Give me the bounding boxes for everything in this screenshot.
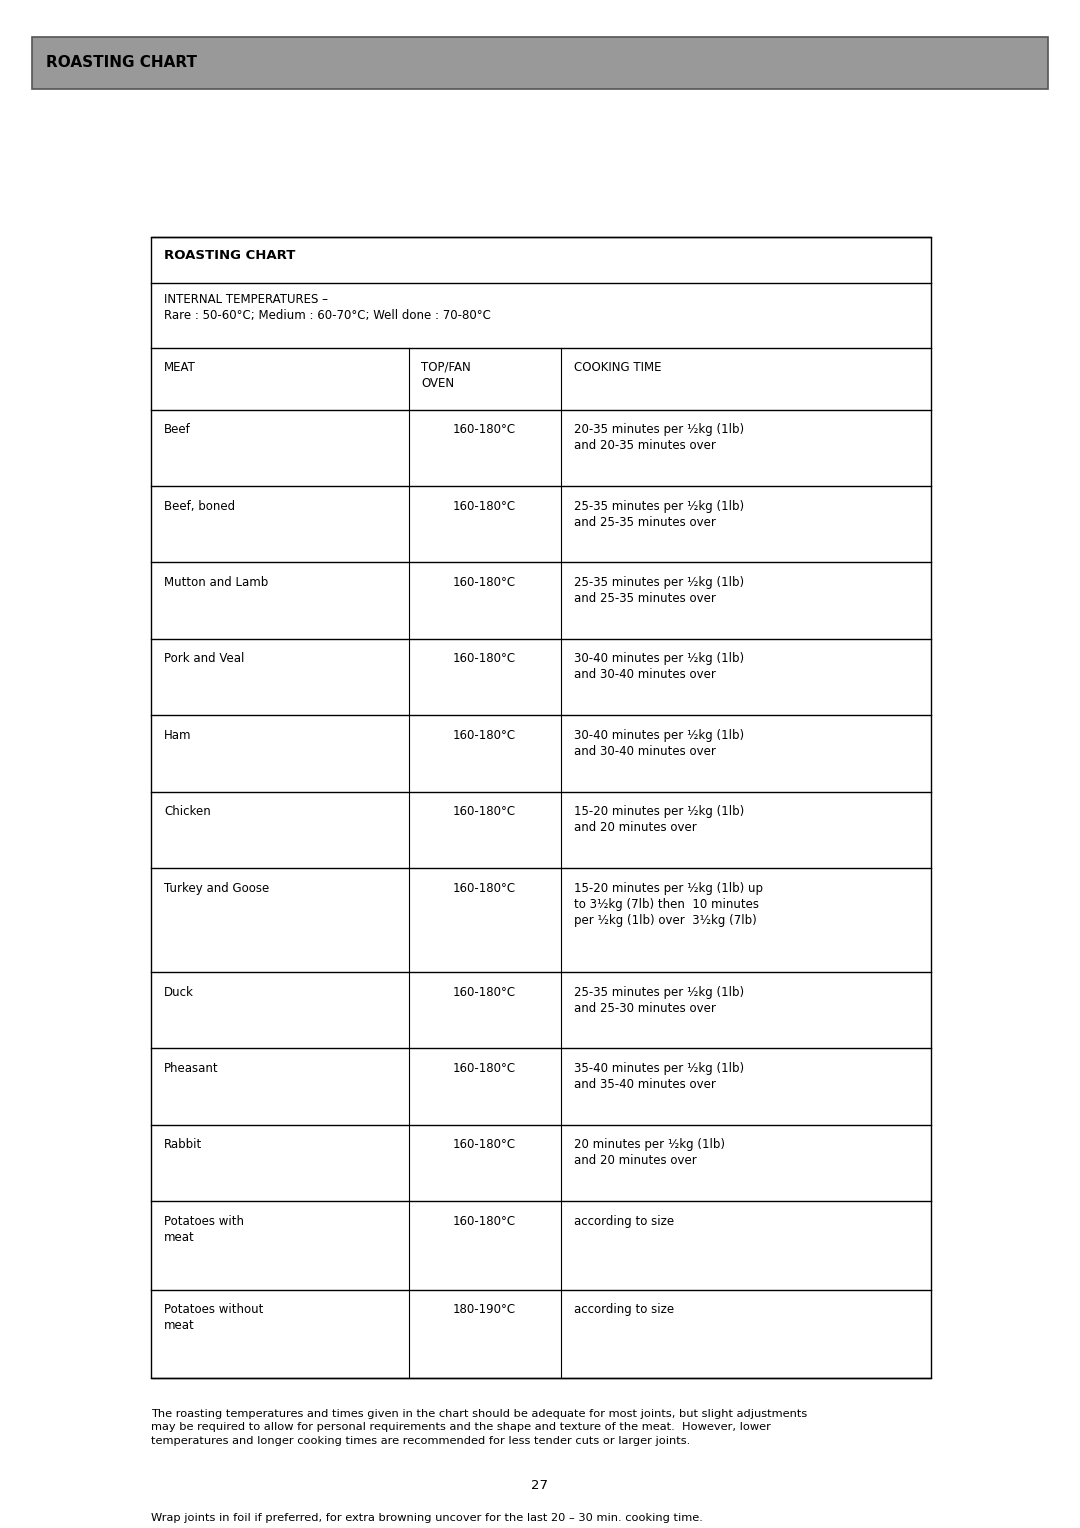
Text: 20-35 minutes per ½kg (1lb)
and 20-35 minutes over: 20-35 minutes per ½kg (1lb) and 20-35 mi… <box>573 423 744 452</box>
Text: 30-40 minutes per ½kg (1lb)
and 30-40 minutes over: 30-40 minutes per ½kg (1lb) and 30-40 mi… <box>573 729 744 758</box>
Text: 25-35 minutes per ½kg (1lb)
and 25-35 minutes over: 25-35 minutes per ½kg (1lb) and 25-35 mi… <box>573 576 744 605</box>
Text: 160-180°C: 160-180°C <box>453 986 516 999</box>
Text: 160-180°C: 160-180°C <box>453 729 516 743</box>
Text: 35-40 minutes per ½kg (1lb)
and 35-40 minutes over: 35-40 minutes per ½kg (1lb) and 35-40 mi… <box>573 1062 744 1091</box>
Text: TOP/FAN
OVEN: TOP/FAN OVEN <box>421 361 471 390</box>
Text: INTERNAL TEMPERATURES –
Rare : 50-60°C; Medium : 60-70°C; Well done : 70-80°C: INTERNAL TEMPERATURES – Rare : 50-60°C; … <box>164 293 491 322</box>
Text: Pork and Veal: Pork and Veal <box>164 652 244 666</box>
Text: 160-180°C: 160-180°C <box>453 882 516 895</box>
Text: Potatoes without
meat: Potatoes without meat <box>164 1303 264 1332</box>
Text: Mutton and Lamb: Mutton and Lamb <box>164 576 269 590</box>
Bar <box>32 37 1048 89</box>
Text: Pheasant: Pheasant <box>164 1062 219 1076</box>
Text: 160-180°C: 160-180°C <box>453 1215 516 1229</box>
Text: Potatoes with
meat: Potatoes with meat <box>164 1215 244 1244</box>
Text: Beef, boned: Beef, boned <box>164 500 235 513</box>
Text: 160-180°C: 160-180°C <box>453 576 516 590</box>
Text: 180-190°C: 180-190°C <box>453 1303 516 1317</box>
Text: COOKING TIME: COOKING TIME <box>573 361 661 374</box>
Text: 160-180°C: 160-180°C <box>453 1062 516 1076</box>
Text: MEAT: MEAT <box>164 361 197 374</box>
Text: Beef: Beef <box>164 423 191 437</box>
Text: 160-180°C: 160-180°C <box>453 500 516 513</box>
Text: according to size: according to size <box>573 1215 674 1229</box>
Text: 25-35 minutes per ½kg (1lb)
and 25-35 minutes over: 25-35 minutes per ½kg (1lb) and 25-35 mi… <box>573 500 744 529</box>
Text: Turkey and Goose: Turkey and Goose <box>164 882 269 895</box>
Text: 160-180°C: 160-180°C <box>453 1138 516 1152</box>
Text: Duck: Duck <box>164 986 194 999</box>
Text: ROASTING CHART: ROASTING CHART <box>164 249 296 263</box>
Text: 15-20 minutes per ½kg (1lb) up
to 3½kg (7lb) then  10 minutes
per ½kg (1lb) over: 15-20 minutes per ½kg (1lb) up to 3½kg (… <box>573 882 762 926</box>
Text: 15-20 minutes per ½kg (1lb)
and 20 minutes over: 15-20 minutes per ½kg (1lb) and 20 minut… <box>573 805 744 834</box>
Text: 30-40 minutes per ½kg (1lb)
and 30-40 minutes over: 30-40 minutes per ½kg (1lb) and 30-40 mi… <box>573 652 744 681</box>
Text: 160-180°C: 160-180°C <box>453 423 516 437</box>
Text: Chicken: Chicken <box>164 805 211 819</box>
Text: ROASTING CHART: ROASTING CHART <box>46 55 198 70</box>
Text: 160-180°C: 160-180°C <box>453 805 516 819</box>
Text: according to size: according to size <box>573 1303 674 1317</box>
Text: 160-180°C: 160-180°C <box>453 652 516 666</box>
Text: 27: 27 <box>531 1479 549 1491</box>
Text: 20 minutes per ½kg (1lb)
and 20 minutes over: 20 minutes per ½kg (1lb) and 20 minutes … <box>573 1138 725 1167</box>
Text: The roasting temperatures and times given in the chart should be adequate for mo: The roasting temperatures and times give… <box>151 1409 808 1445</box>
Text: Ham: Ham <box>164 729 191 743</box>
Text: 25-35 minutes per ½kg (1lb)
and 25-30 minutes over: 25-35 minutes per ½kg (1lb) and 25-30 mi… <box>573 986 744 1015</box>
Bar <box>151 237 931 1378</box>
Text: Rabbit: Rabbit <box>164 1138 202 1152</box>
Text: Wrap joints in foil if preferred, for extra browning uncover for the last 20 – 3: Wrap joints in foil if preferred, for ex… <box>151 1513 703 1523</box>
